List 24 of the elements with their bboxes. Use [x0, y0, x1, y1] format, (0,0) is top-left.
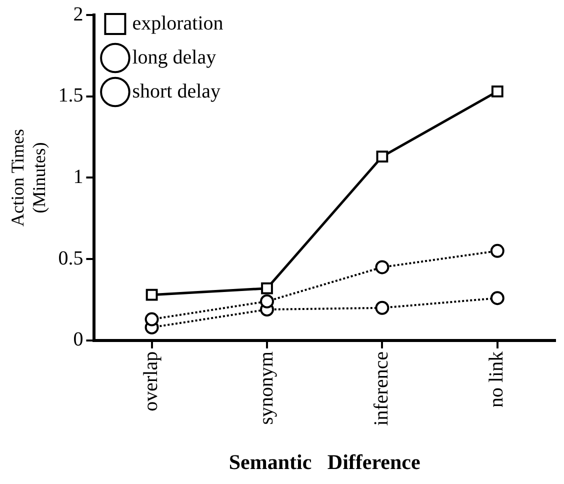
point: [491, 86, 504, 98]
legend-label: long delay: [132, 46, 216, 68]
y-tick-label: 0: [73, 328, 84, 351]
point: [144, 312, 159, 326]
point: [375, 300, 390, 315]
point: [376, 150, 388, 163]
point: [375, 260, 390, 274]
point: [261, 282, 273, 294]
point: [490, 244, 504, 258]
y-tick-label: 1.5: [58, 84, 84, 107]
y-tick-label: 1: [73, 166, 84, 188]
point: [146, 288, 158, 301]
x-tick-label: inference: [370, 351, 392, 426]
x-tick-label: overlap: [140, 351, 162, 412]
y-tick-label: 2: [73, 3, 84, 26]
y-tick-label: 0.5: [58, 247, 84, 270]
x-tick-label: no link: [486, 351, 508, 408]
y-axis-title: Action Times (Minutes): [8, 128, 50, 226]
point: [260, 294, 274, 308]
legend-label: short delay: [132, 80, 221, 102]
x-axis-title: Semantic Difference: [228, 450, 420, 474]
legend-label: exploration: [132, 12, 224, 34]
point: [490, 291, 504, 306]
x-tick-label: synonym: [255, 350, 278, 425]
